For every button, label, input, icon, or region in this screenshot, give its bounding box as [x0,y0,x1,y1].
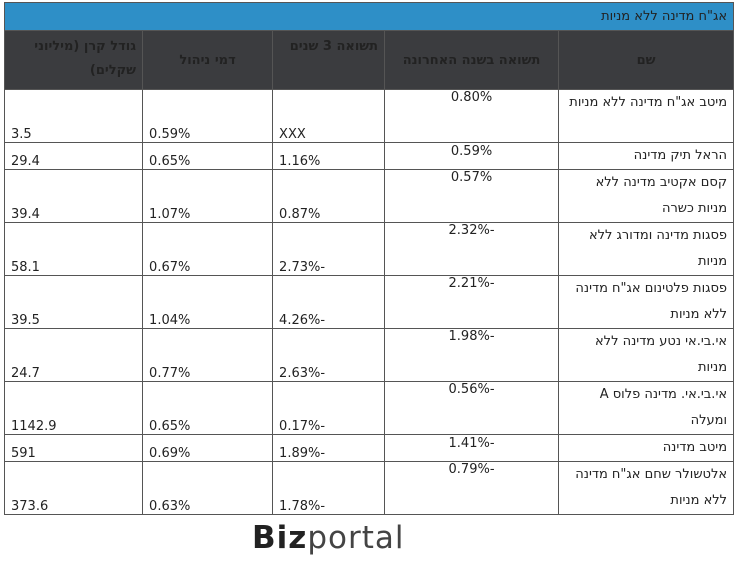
last-year-return-cell: 0.80% [384,89,560,143]
fund-name-cell: מיטב אג"ח מדינה ללא מניות [558,89,735,143]
fund-name-cell: פסגות פלטינום אג"ח מדינה ללא מניות [558,275,735,329]
fund-name-cell: אי.בי.אי נטע מדינה ללא מניות [558,328,735,382]
header-last-year-return: תשואה בשנה האחרונה [384,30,560,90]
table-row: קסם אקטיב מדינה ללא מניות כשרה 0.57% 0.8… [3,169,735,223]
three-year-return-cell: -1.78% [272,461,386,515]
three-year-return-cell: XXX [272,89,386,143]
fund-name-cell: קסם אקטיב מדינה ללא מניות כשרה [558,169,735,223]
table-row: מיטב אג"ח מדינה ללא מניות 0.80% XXX 0.59… [3,89,735,143]
last-year-return-cell: -2.32% [384,222,560,276]
header-3-year-return: תשואה 3 שנים [272,30,386,90]
management-fee-cell: 0.59% [142,89,274,143]
last-year-return-cell: 0.57% [384,169,560,223]
fund-size-cell: 39.5 [3,275,144,329]
fund-name-cell: אלטשולר שחם אג"ח מדינה ללא מניות [558,461,735,515]
three-year-return-cell: -0.17% [272,381,386,435]
fund-size-cell: 3.5 [3,89,144,143]
management-fee-cell: 0.67% [142,222,274,276]
table-row: אי.בי.אי. מדינה פלוס A ומעלה -0.56% -0.1… [3,381,735,435]
management-fee-cell: 1.07% [142,169,274,223]
management-fee-cell: 0.65% [142,381,274,435]
three-year-return-cell: -2.73% [272,222,386,276]
table-title: אג"ח מדינה ללא מניות [3,2,735,31]
table-row: אי.בי.אי נטע מדינה ללא מניות -1.98% -2.6… [3,328,735,382]
three-year-return-cell: -1.89% [272,434,386,462]
fund-name-cell: מיטב מדינה [558,434,735,462]
fund-size-cell: 591 [3,434,144,462]
management-fee-cell: 0.65% [142,142,274,170]
fund-size-cell: 24.7 [3,328,144,382]
table-row: פסגות פלטינום אג"ח מדינה ללא מניות -2.21… [3,275,735,329]
three-year-return-cell: -2.63% [272,328,386,382]
last-year-return-cell: -2.21% [384,275,560,329]
fund-size-cell: 58.1 [3,222,144,276]
management-fee-cell: 0.77% [142,328,274,382]
table-row: מיטב מדינה -1.41% -1.89% 0.69% 591 [3,434,735,462]
logo-bold-part: Biz [252,520,308,556]
table-row: הראל תיק מדינה 0.59% 1.16% 0.65% 29.4 [3,142,735,170]
fund-name-cell: הראל תיק מדינה [558,142,735,170]
three-year-return-cell: 0.87% [272,169,386,223]
management-fee-cell: 0.63% [142,461,274,515]
table-row: אלטשולר שחם אג"ח מדינה ללא מניות -0.79% … [3,461,735,515]
last-year-return-cell: -0.79% [384,461,560,515]
last-year-return-cell: -1.41% [384,434,560,462]
header-fund-size: גודל קרן (מיליוני שקלים) [3,30,144,90]
header-name: שם [558,30,735,90]
header-management-fee: דמי ניהול [142,30,274,90]
last-year-return-cell: 0.59% [384,142,560,170]
last-year-return-cell: -1.98% [384,328,560,382]
fund-size-cell: 1142.9 [3,381,144,435]
bizportal-logo: Bizportal [252,520,404,556]
last-year-return-cell: -0.56% [384,381,560,435]
fund-size-cell: 29.4 [3,142,144,170]
fund-size-cell: 39.4 [3,169,144,223]
management-fee-cell: 0.69% [142,434,274,462]
management-fee-cell: 1.04% [142,275,274,329]
logo-light-part: portal [307,520,405,556]
three-year-return-cell: -4.26% [272,275,386,329]
fund-table: אג"ח מדינה ללא מניות שם תשואה בשנה האחרו… [3,2,735,515]
fund-table-container: אג"ח מדינה ללא מניות שם תשואה בשנה האחרו… [3,2,735,515]
fund-name-cell: אי.בי.אי. מדינה פלוס A ומעלה [558,381,735,435]
three-year-return-cell: 1.16% [272,142,386,170]
fund-size-cell: 373.6 [3,461,144,515]
fund-name-cell: פסגות מדינה ומדורג ללא מניות [558,222,735,276]
table-row: פסגות מדינה ומדורג ללא מניות -2.32% -2.7… [3,222,735,276]
